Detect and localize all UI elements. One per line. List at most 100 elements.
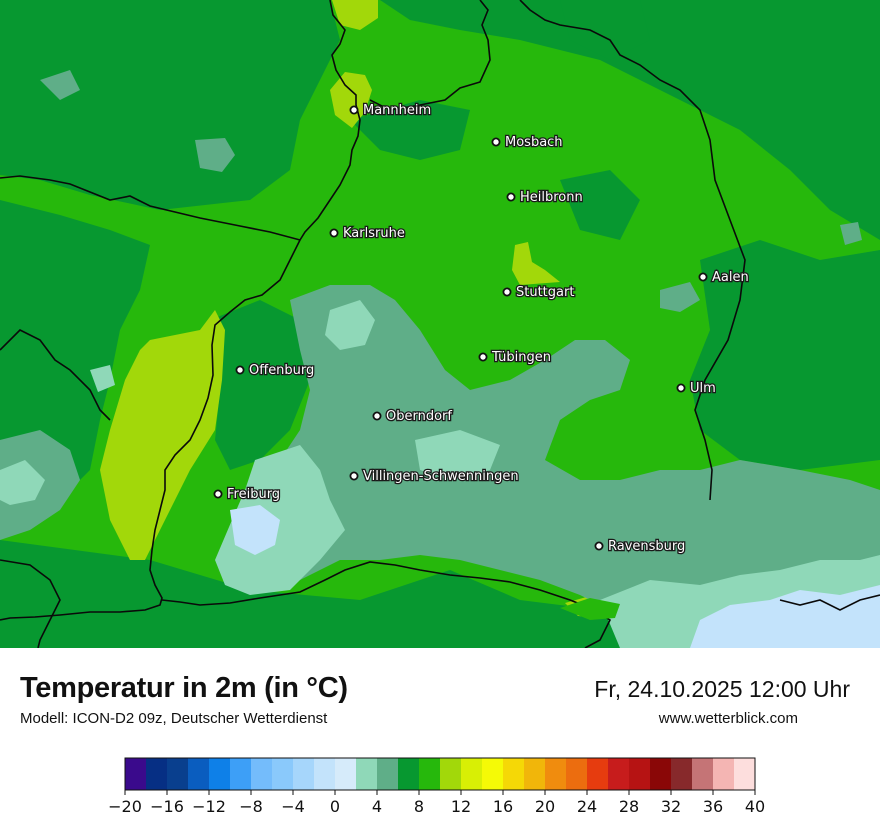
- legend-swatch: [314, 758, 336, 790]
- legend-tick-label: 8: [414, 797, 424, 816]
- legend-tick-label: −4: [281, 797, 305, 816]
- legend-swatch: [419, 758, 441, 790]
- legend-tick-label: 24: [577, 797, 597, 816]
- city-marker: Heilbronn: [506, 189, 584, 206]
- legend-swatch: [461, 758, 483, 790]
- legend-swatch: [713, 758, 735, 790]
- city-dot: [372, 411, 382, 421]
- city-label: Stuttgart: [516, 285, 574, 300]
- legend-tick-label: 16: [493, 797, 513, 816]
- city-marker: Aalen: [698, 269, 750, 286]
- legend-ticks: −20 −16 −12 −8 −4 0 4 8 12 16 20 24 28 32 36 40: [108, 790, 765, 816]
- city-marker: Ravensburg: [594, 538, 687, 555]
- legend-tick-label: −12: [192, 797, 226, 816]
- legend-swatch: [671, 758, 693, 790]
- website-label: www.wetterblick.com: [658, 710, 798, 727]
- lake-area: [560, 598, 620, 620]
- region-0-2: [230, 505, 880, 648]
- legend-swatch: [251, 758, 273, 790]
- legend-swatch: [209, 758, 231, 790]
- legend-swatch: [293, 758, 315, 790]
- map-subtitle: Modell: ICON-D2 09z, Deutscher Wetterdie…: [20, 710, 328, 727]
- legend-swatch: [524, 758, 546, 790]
- legend-swatch: [503, 758, 525, 790]
- city-label: Mosbach: [505, 135, 563, 150]
- city-marker: Mannheim: [349, 102, 432, 119]
- city-marker: Stuttgart: [502, 284, 576, 301]
- city-dot: [698, 272, 708, 282]
- city-marker: Karlsruhe: [329, 225, 406, 242]
- legend-swatch: [125, 758, 147, 790]
- city-label: Heilbronn: [520, 190, 583, 205]
- legend-swatch: [188, 758, 210, 790]
- legend-frame: [124, 757, 756, 791]
- legend-tick-label: 36: [703, 797, 723, 816]
- legend-swatch: [167, 758, 189, 790]
- city-dot: [506, 192, 516, 202]
- legend-tick-label: 0: [330, 797, 340, 816]
- legend-tick-label: −20: [108, 797, 142, 816]
- city-marker: Tübingen: [478, 349, 552, 366]
- legend-tick-label: 32: [661, 797, 681, 816]
- city-marker: Offenburg: [235, 362, 316, 379]
- city-dot: [349, 471, 359, 481]
- city-dot: [491, 137, 501, 147]
- city-label: Mannheim: [363, 103, 431, 118]
- region-borders: [0, 0, 880, 648]
- city-label: Offenburg: [249, 363, 314, 378]
- city-markers: Mannheim Mosbach Heilbronn Karlsruhe Aalen St…: [213, 102, 750, 555]
- legend-swatch: [398, 758, 420, 790]
- legend-swatch: [377, 758, 399, 790]
- city-label: Ravensburg: [608, 539, 685, 554]
- legend-tick-label: −16: [150, 797, 184, 816]
- forecast-datetime: Fr, 24.10.2025 12:00 Uhr: [594, 676, 850, 702]
- temperature-map: Mannheim Mosbach Heilbronn Karlsruhe Aalen St…: [0, 0, 880, 648]
- footer-panel: Temperatur in 2m (in °C) Modell: ICON-D2…: [0, 648, 880, 830]
- legend-swatches: [124, 757, 756, 791]
- city-dot: [594, 541, 604, 551]
- city-dot: [478, 352, 488, 362]
- legend-swatch: [734, 758, 756, 790]
- legend-swatch: [545, 758, 567, 790]
- legend-swatch: [650, 758, 672, 790]
- legend-swatch: [335, 758, 357, 790]
- city-dot: [329, 228, 339, 238]
- city-marker: Villingen-Schwenningen: [349, 468, 520, 485]
- legend-swatch: [482, 758, 504, 790]
- region-6-8: [0, 0, 880, 648]
- city-marker: Oberndorf: [372, 408, 454, 425]
- city-label: Tübingen: [491, 350, 551, 365]
- city-dot: [235, 365, 245, 375]
- city-marker: Ulm: [676, 380, 717, 397]
- legend-tick-label: 28: [619, 797, 639, 816]
- city-label: Karlsruhe: [343, 226, 405, 241]
- legend-swatch: [356, 758, 378, 790]
- city-label: Freiburg: [227, 487, 280, 502]
- legend-swatch: [608, 758, 630, 790]
- city-label: Aalen: [712, 270, 749, 285]
- city-dot: [213, 489, 223, 499]
- legend-swatch: [146, 758, 168, 790]
- city-label: Villingen-Schwenningen: [363, 469, 519, 484]
- legend-tick-label: 4: [372, 797, 382, 816]
- map-canvas: Mannheim Mosbach Heilbronn Karlsruhe Aalen St…: [0, 0, 880, 648]
- city-dot: [502, 287, 512, 297]
- city-marker: Freiburg: [213, 486, 281, 503]
- city-marker: Mosbach: [491, 134, 564, 151]
- city-label: Ulm: [690, 381, 716, 396]
- legend-swatch: [566, 758, 588, 790]
- legend-swatch: [272, 758, 294, 790]
- color-legend: −20 −16 −12 −8 −4 0 4 8 12 16 20 24 28 32 36 40: [108, 757, 765, 816]
- legend-swatch: [587, 758, 609, 790]
- legend-tick-label: 40: [745, 797, 765, 816]
- legend-tick-label: −8: [239, 797, 263, 816]
- legend-swatch: [692, 758, 714, 790]
- map-title: Temperatur in 2m (in °C): [20, 672, 348, 704]
- legend-swatch: [629, 758, 651, 790]
- legend-tick-label: 12: [451, 797, 471, 816]
- city-dot: [676, 383, 686, 393]
- legend-swatch: [230, 758, 252, 790]
- city-dot: [349, 105, 359, 115]
- legend-tick-label: 20: [535, 797, 555, 816]
- legend-swatch: [440, 758, 462, 790]
